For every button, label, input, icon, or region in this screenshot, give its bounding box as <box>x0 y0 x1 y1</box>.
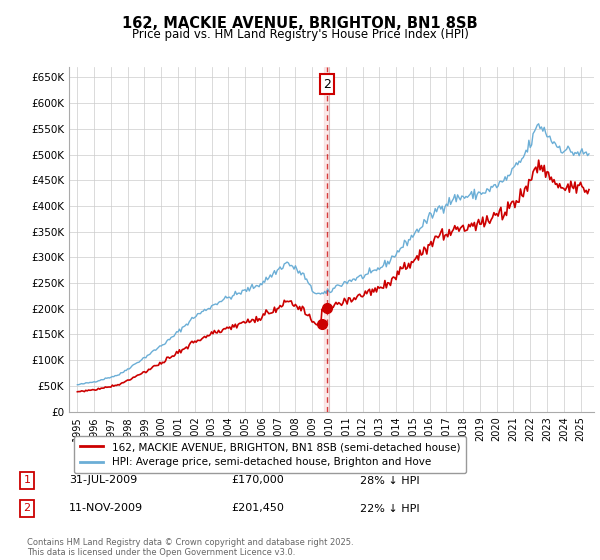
Text: 11-NOV-2009: 11-NOV-2009 <box>69 503 143 514</box>
Text: 162, MACKIE AVENUE, BRIGHTON, BN1 8SB: 162, MACKIE AVENUE, BRIGHTON, BN1 8SB <box>122 16 478 31</box>
Text: Price paid vs. HM Land Registry's House Price Index (HPI): Price paid vs. HM Land Registry's House … <box>131 28 469 41</box>
Text: 1: 1 <box>23 475 31 486</box>
Legend: 162, MACKIE AVENUE, BRIGHTON, BN1 8SB (semi-detached house), HPI: Average price,: 162, MACKIE AVENUE, BRIGHTON, BN1 8SB (s… <box>74 436 466 473</box>
Text: 22% ↓ HPI: 22% ↓ HPI <box>360 503 419 514</box>
Text: 28% ↓ HPI: 28% ↓ HPI <box>360 475 419 486</box>
Text: Contains HM Land Registry data © Crown copyright and database right 2025.
This d: Contains HM Land Registry data © Crown c… <box>27 538 353 557</box>
Bar <box>324 67 329 412</box>
Text: £201,450: £201,450 <box>231 503 284 514</box>
Text: 31-JUL-2009: 31-JUL-2009 <box>69 475 137 486</box>
Text: 2: 2 <box>23 503 31 514</box>
Text: £170,000: £170,000 <box>231 475 284 486</box>
Text: 2: 2 <box>323 77 331 91</box>
